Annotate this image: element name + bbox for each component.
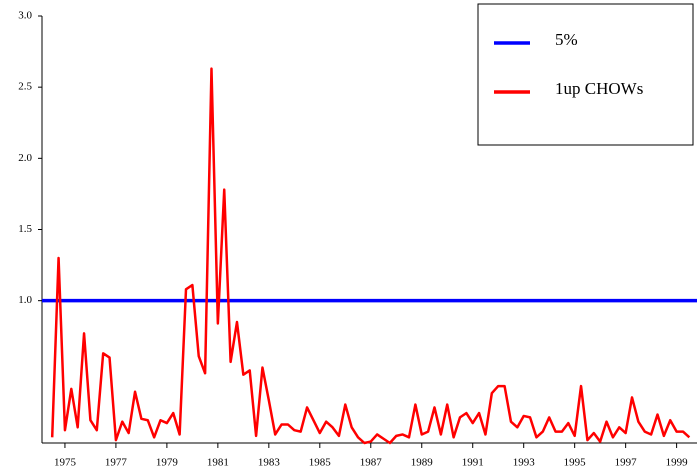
legend-box: [477, 3, 694, 146]
x-tick-label: 1991: [462, 457, 484, 469]
legend-label: 1up CHOWs: [555, 79, 643, 98]
legend-label: 5%: [555, 30, 578, 49]
x-tick-label: 1999: [666, 457, 689, 469]
y-tick-label: 1.0: [18, 294, 32, 306]
x-tick-label: 1985: [309, 457, 332, 469]
x-tick-label: 1989: [411, 457, 434, 469]
x-tick-label: 1993: [513, 457, 536, 469]
y-tick-label: 3.0: [18, 10, 32, 22]
x-tick-label: 1979: [156, 457, 179, 469]
x-tick-label: 1981: [207, 457, 229, 469]
x-tick-label: 1995: [564, 457, 587, 469]
x-tick-label: 1983: [258, 457, 281, 469]
y-tick-label: 2.5: [18, 81, 32, 93]
x-tick-label: 1977: [105, 457, 128, 469]
series-line: [50, 67, 691, 445]
y-tick-label: 2.0: [18, 152, 32, 164]
x-tick-label: 1975: [54, 457, 77, 469]
x-tick-label: 1987: [360, 457, 383, 469]
x-tick-label: 1997: [615, 457, 638, 469]
y-tick-label: 1.5: [18, 223, 32, 235]
